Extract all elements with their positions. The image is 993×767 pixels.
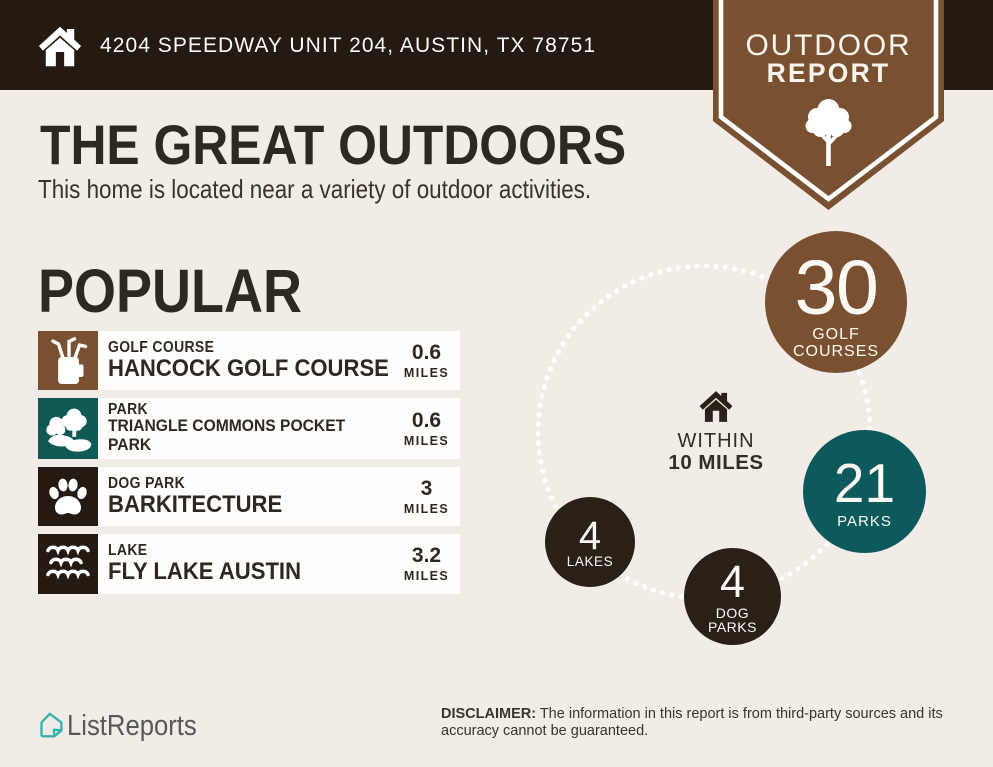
svg-text:REPORT: REPORT bbox=[767, 58, 891, 88]
svg-text:OUTDOOR: OUTDOOR bbox=[746, 29, 912, 62]
